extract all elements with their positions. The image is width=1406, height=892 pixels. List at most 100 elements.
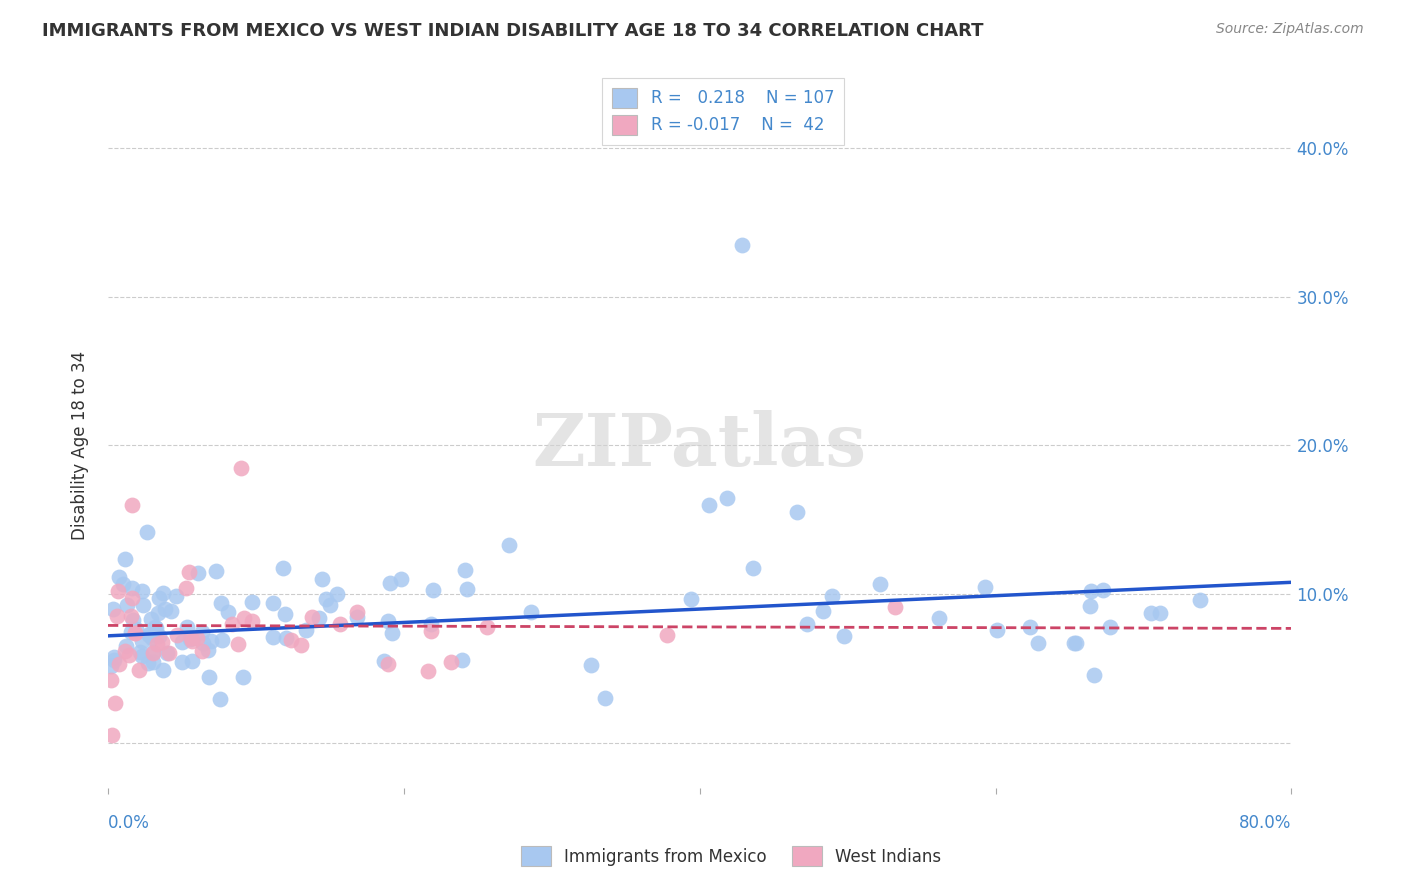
Point <box>148 591 170 606</box>
Point <box>271 560 294 574</box>
Point <box>593 690 616 705</box>
Point <box>420 624 443 638</box>
Point <box>176 620 198 634</box>
Point <box>187 566 209 580</box>
Point <box>1140 606 1163 620</box>
Point <box>1063 636 1085 650</box>
Point <box>1026 636 1049 650</box>
Point <box>274 631 297 645</box>
Point <box>166 628 188 642</box>
Point <box>373 654 395 668</box>
Point <box>381 626 404 640</box>
Point <box>121 591 143 606</box>
Point <box>142 644 165 658</box>
Point <box>884 599 907 614</box>
Point <box>148 629 170 643</box>
Point <box>208 692 231 706</box>
Point <box>138 628 160 642</box>
Point <box>114 551 136 566</box>
Point <box>205 564 228 578</box>
Point <box>679 591 702 606</box>
Point <box>150 634 173 648</box>
Legend: Immigrants from Mexico, West Indians: Immigrants from Mexico, West Indians <box>513 838 949 875</box>
Point <box>124 626 146 640</box>
Point <box>716 491 738 505</box>
Text: 80.0%: 80.0% <box>1239 814 1292 832</box>
Point <box>221 617 243 632</box>
Point <box>232 671 254 685</box>
Point <box>103 650 125 665</box>
Point <box>191 644 214 658</box>
Point <box>124 626 146 640</box>
Point <box>731 237 754 252</box>
Point <box>1083 668 1105 682</box>
Point <box>973 580 995 594</box>
Point <box>191 624 214 639</box>
Point <box>200 634 222 648</box>
Point <box>346 605 368 619</box>
Point <box>131 648 153 663</box>
Point <box>1189 593 1212 607</box>
Point <box>377 614 399 628</box>
Point <box>418 665 440 679</box>
Point <box>139 612 162 626</box>
Point <box>498 538 520 552</box>
Point <box>986 623 1008 637</box>
Point <box>111 577 134 591</box>
Point <box>295 623 318 637</box>
Point <box>157 646 180 660</box>
Point <box>811 604 834 618</box>
Point <box>928 611 950 625</box>
Point <box>1066 636 1088 650</box>
Point <box>579 658 602 673</box>
Point <box>186 631 208 645</box>
Point <box>274 607 297 621</box>
Point <box>1092 582 1115 597</box>
Point <box>104 697 127 711</box>
Text: 0.0%: 0.0% <box>108 814 150 832</box>
Point <box>131 634 153 648</box>
Point <box>786 505 808 519</box>
Point <box>118 648 141 663</box>
Point <box>1098 620 1121 634</box>
Point <box>520 605 543 619</box>
Point <box>211 633 233 648</box>
Point <box>301 610 323 624</box>
Point <box>1080 583 1102 598</box>
Text: IMMIGRANTS FROM MEXICO VS WEST INDIAN DISABILITY AGE 18 TO 34 CORRELATION CHART: IMMIGRANTS FROM MEXICO VS WEST INDIAN DI… <box>42 22 984 40</box>
Point <box>107 584 129 599</box>
Point <box>240 595 263 609</box>
Point <box>832 629 855 643</box>
Point <box>160 604 183 618</box>
Point <box>143 620 166 634</box>
Point <box>172 634 194 648</box>
Point <box>107 657 129 672</box>
Point <box>114 640 136 654</box>
Point <box>226 638 249 652</box>
Point <box>120 625 142 640</box>
Point <box>377 657 399 671</box>
Point <box>1018 620 1040 634</box>
Point <box>440 655 463 669</box>
Point <box>129 645 152 659</box>
Point <box>105 608 128 623</box>
Point <box>262 630 284 644</box>
Point <box>308 611 330 625</box>
Point <box>450 653 472 667</box>
Point <box>326 587 349 601</box>
Point <box>217 605 239 619</box>
Point <box>477 619 499 633</box>
Point <box>191 636 214 650</box>
Point <box>174 581 197 595</box>
Point <box>136 525 159 540</box>
Point <box>229 460 252 475</box>
Point <box>146 606 169 620</box>
Point <box>262 596 284 610</box>
Point <box>145 621 167 635</box>
Point <box>120 609 142 624</box>
Point <box>453 563 475 577</box>
Point <box>319 599 342 613</box>
Point <box>796 617 818 632</box>
Point <box>121 582 143 596</box>
Point <box>103 652 125 666</box>
